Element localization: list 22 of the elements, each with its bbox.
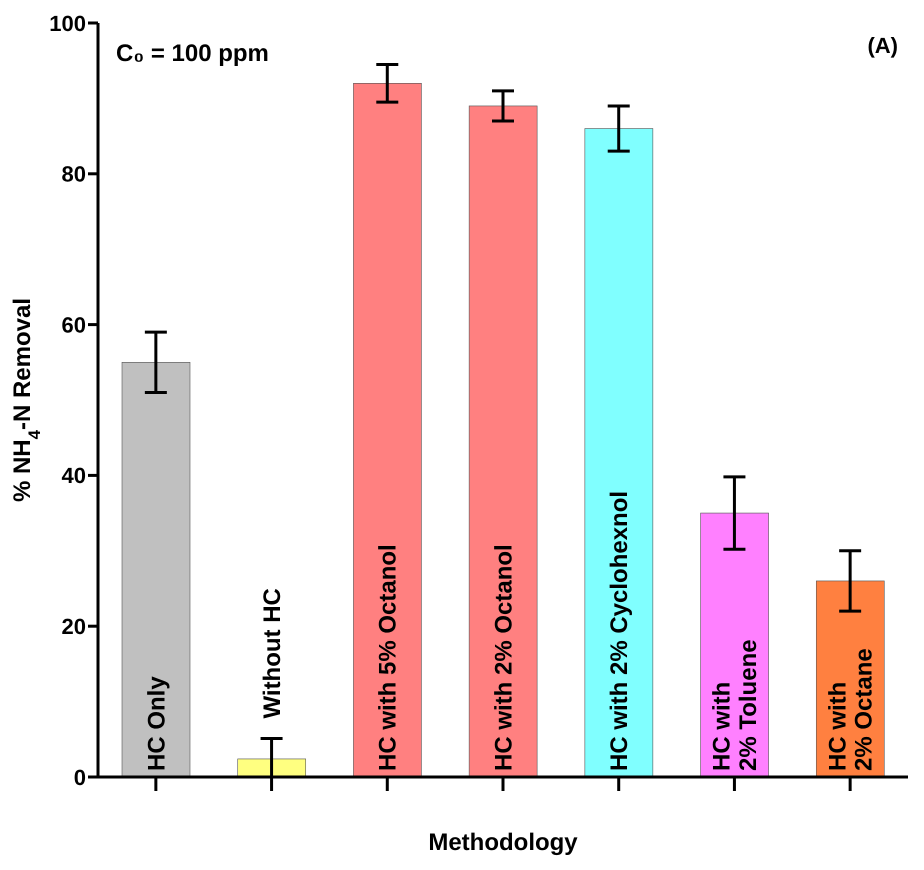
bar [122,362,190,777]
x-tick-label: HC with 5% Octanol [374,544,402,771]
x-tick-label: HC with 2% Octane [824,648,878,771]
bar [584,128,654,777]
bar [816,580,885,777]
x-tick-label: HC with 2% Octanol [490,544,518,771]
x-tick-label: HC with 2% Cyclohexnol [606,490,634,771]
bar [353,83,422,777]
bar [700,512,769,777]
bar [468,106,538,777]
y-tick-label: 100 [49,10,86,36]
annotation: C₀ = 100 ppm [116,40,269,67]
x-tick-label: HC Only [143,676,170,771]
annotation: (A) [867,33,898,58]
y-tick-label: 60 [62,312,86,338]
x-tick-label: Without HC [258,588,286,719]
y-tick-label: 0 [74,764,86,790]
y-tick-label: 80 [62,162,86,187]
y-tick-label: 40 [62,463,86,488]
x-tick-label: HC with 2% Toluene [708,639,762,771]
y-tick-label: 20 [62,614,86,640]
x-axis-title: Methodology [428,829,578,856]
